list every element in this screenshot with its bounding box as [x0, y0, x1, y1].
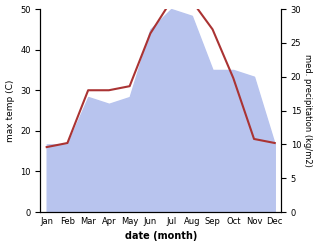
- Y-axis label: max temp (C): max temp (C): [5, 79, 15, 142]
- X-axis label: date (month): date (month): [125, 231, 197, 242]
- Y-axis label: med. precipitation (kg/m2): med. precipitation (kg/m2): [303, 54, 313, 167]
